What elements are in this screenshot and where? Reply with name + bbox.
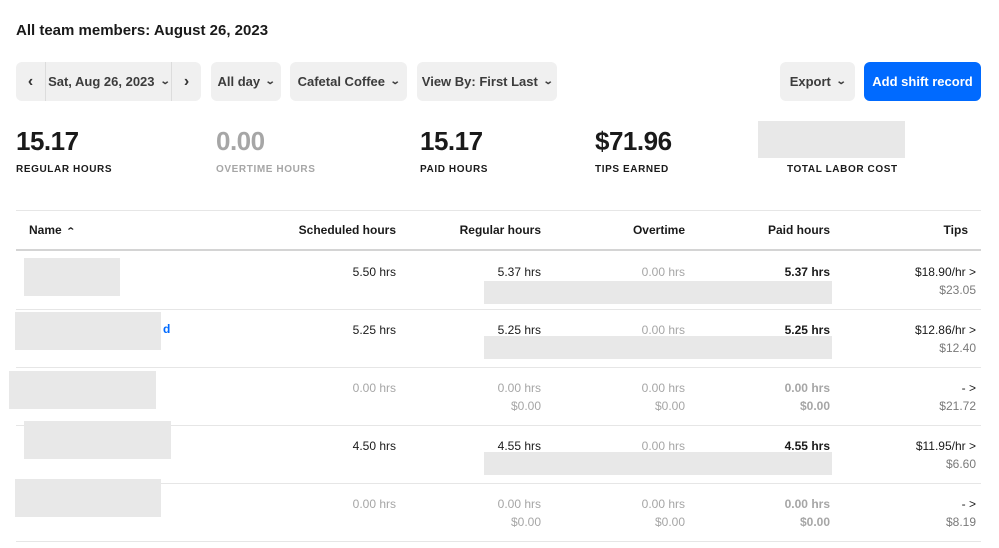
redacted-name xyxy=(24,258,120,296)
team-member-name-link[interactable]: d xyxy=(163,322,171,336)
chevron-down-icon: ⌄ xyxy=(264,76,276,87)
date-select[interactable]: Sat, Aug 26, 2023 ⌄ xyxy=(45,62,172,101)
time-range-dropdown[interactable]: All day ⌄ xyxy=(211,62,281,101)
view-by-dropdown[interactable]: View By: First Last ⌄ xyxy=(417,62,557,101)
divider xyxy=(16,210,981,211)
redacted-labor-cost xyxy=(758,121,905,158)
regular-hours: 5.37 hrs xyxy=(497,265,541,279)
overtime-hours: 0.00 hrs xyxy=(641,381,685,395)
tips-total: $12.40 xyxy=(939,341,976,355)
stat-value xyxy=(787,126,898,156)
column-header-name[interactable]: Name ⌃ xyxy=(29,223,76,237)
tips-rate-link[interactable]: $11.95/hr > xyxy=(915,439,976,453)
redacted-name xyxy=(15,312,161,350)
regular-hours: 4.55 hrs xyxy=(497,439,541,453)
overtime-hours: 0.00 hrs xyxy=(641,439,685,453)
column-header-overtime[interactable]: Overtime xyxy=(632,223,685,237)
overtime-pay: $0.00 xyxy=(654,515,685,529)
column-header-label: Name xyxy=(29,223,62,237)
chevron-down-icon: ⌄ xyxy=(835,76,847,87)
stat-label: PAID HOURS xyxy=(420,164,489,175)
redacted-pay xyxy=(484,452,832,475)
location-dropdown[interactable]: Cafetal Coffee ⌄ xyxy=(290,62,407,101)
stat-label: OVERTIME HOURS xyxy=(216,164,316,175)
overtime-hours: 0.00 hrs xyxy=(641,265,685,279)
stat-value: 15.17 xyxy=(420,126,483,156)
table-row[interactable]: 0.00 hrs 0.00 hrs $0.00 0.00 hrs $0.00 0… xyxy=(15,479,981,542)
redacted-name xyxy=(9,371,156,409)
paid-hours: 0.00 hrs xyxy=(784,497,830,511)
table-row[interactable]: d 5.25 hrs 5.25 hrs 0.00 hrs 5.25 hrs $1… xyxy=(15,309,981,368)
tips-total: $8.19 xyxy=(945,515,976,529)
column-header-regular[interactable]: Regular hours xyxy=(459,223,541,237)
page-title: All team members: August 26, 2023 xyxy=(16,22,269,39)
chevron-left-icon[interactable]: ‹ xyxy=(27,72,34,90)
tips-total: $23.05 xyxy=(939,283,976,297)
scheduled-hours: 5.50 hrs xyxy=(352,265,396,279)
paid-hours: 0.00 hrs xyxy=(784,381,830,395)
scheduled-hours: 5.25 hrs xyxy=(352,323,396,337)
tips-rate-link[interactable]: - > xyxy=(961,381,976,395)
regular-hours: 0.00 hrs xyxy=(497,497,541,511)
redacted-pay xyxy=(484,281,832,304)
regular-hours: 0.00 hrs xyxy=(497,381,541,395)
scheduled-hours: 4.50 hrs xyxy=(352,439,396,453)
regular-pay: $0.00 xyxy=(510,515,541,529)
scheduled-hours: 0.00 hrs xyxy=(352,381,396,395)
paid-hours: 5.25 hrs xyxy=(784,323,830,337)
table-row[interactable]: 4.50 hrs 4.55 hrs 0.00 hrs 4.55 hrs $11.… xyxy=(16,421,981,484)
stat-label: REGULAR HOURS xyxy=(16,164,113,175)
add-shift-record-button[interactable]: Add shift record xyxy=(864,62,981,101)
stat-value: 0.00 xyxy=(216,126,265,156)
redacted-name xyxy=(15,479,161,517)
view-by-label: View By: First Last xyxy=(421,74,538,89)
time-range-label: All day xyxy=(217,74,261,89)
redacted-pay xyxy=(484,336,832,359)
stat-label: TIPS EARNED xyxy=(595,164,669,175)
stat-regular-hours: 15.17 REGULAR HOURS xyxy=(16,126,112,175)
paid-amount: $0.00 xyxy=(799,515,830,529)
stat-value: 15.17 xyxy=(16,126,79,156)
paid-hours: 5.37 hrs xyxy=(784,265,830,279)
table-row[interactable]: 5.50 hrs 5.37 hrs 0.00 hrs 5.37 hrs $18.… xyxy=(16,251,981,310)
redacted-name xyxy=(24,421,171,459)
overtime-hours: 0.00 hrs xyxy=(641,323,685,337)
regular-pay: $0.00 xyxy=(510,399,541,413)
stat-tips-earned: $71.96 TIPS EARNED xyxy=(595,126,672,175)
add-shift-label: Add shift record xyxy=(872,74,973,89)
regular-hours: 5.25 hrs xyxy=(497,323,541,337)
date-picker: ‹ Sat, Aug 26, 2023 ⌄ › xyxy=(16,62,201,101)
stat-label: TOTAL LABOR COST xyxy=(787,164,898,175)
location-label: Cafetal Coffee xyxy=(297,74,386,89)
column-header-tips[interactable]: Tips xyxy=(943,223,968,237)
stat-overtime-hours: 0.00 OVERTIME HOURS xyxy=(216,126,316,175)
paid-amount: $0.00 xyxy=(799,399,830,413)
chevron-right-icon[interactable]: › xyxy=(183,72,190,90)
chevron-down-icon: ⌄ xyxy=(542,76,554,87)
overtime-pay: $0.00 xyxy=(654,399,685,413)
scheduled-hours: 0.00 hrs xyxy=(352,497,396,511)
table-row[interactable]: 0.00 hrs 0.00 hrs $0.00 0.00 hrs $0.00 0… xyxy=(9,367,981,426)
column-header-scheduled[interactable]: Scheduled hours xyxy=(298,223,396,237)
tips-rate-link[interactable]: $12.86/hr > xyxy=(914,323,976,337)
tips-total: $21.72 xyxy=(939,399,976,413)
export-button[interactable]: Export ⌄ xyxy=(780,62,855,101)
overtime-hours: 0.00 hrs xyxy=(641,497,685,511)
stat-total-labor-cost: TOTAL LABOR COST xyxy=(787,126,898,175)
chevron-up-icon: ⌃ xyxy=(65,226,76,236)
export-label: Export xyxy=(789,74,831,89)
column-header-paid[interactable]: Paid hours xyxy=(767,223,830,237)
chevron-down-icon: ⌄ xyxy=(159,76,171,87)
paid-hours: 4.55 hrs xyxy=(784,439,830,453)
date-label: Sat, Aug 26, 2023 xyxy=(48,74,155,89)
stat-value: $71.96 xyxy=(595,126,672,156)
tips-rate-link[interactable]: - > xyxy=(961,497,976,511)
chevron-down-icon: ⌄ xyxy=(389,76,401,87)
table-header: Name ⌃ Scheduled hours Regular hours Ove… xyxy=(16,211,981,251)
tips-rate-link[interactable]: $18.90/hr > xyxy=(914,265,976,279)
tips-total: $6.60 xyxy=(945,457,976,471)
stat-paid-hours: 15.17 PAID HOURS xyxy=(420,126,488,175)
